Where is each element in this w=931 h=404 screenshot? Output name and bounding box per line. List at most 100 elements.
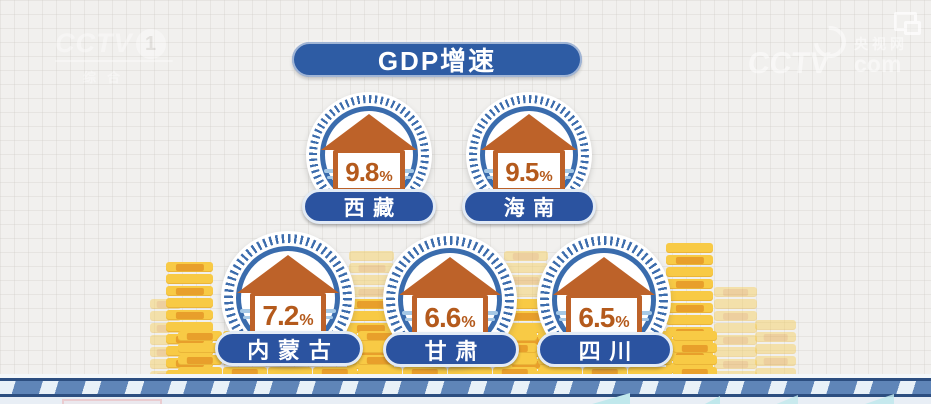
coin xyxy=(166,322,213,332)
coin xyxy=(166,298,213,308)
teal-arrow-icon xyxy=(690,396,720,404)
coin xyxy=(666,255,713,265)
badge-face: 9.8 % xyxy=(320,106,418,204)
water-icon xyxy=(405,318,417,321)
province-label: 西藏 xyxy=(302,189,436,224)
coin xyxy=(358,367,402,377)
coin xyxy=(583,367,627,377)
teal-arrow-icon xyxy=(575,393,630,404)
value-panel: 7.2 % xyxy=(255,296,321,333)
coin xyxy=(504,275,548,285)
coin xyxy=(666,243,713,253)
coin xyxy=(349,263,394,273)
coin-stack xyxy=(358,331,402,377)
water-icon xyxy=(484,169,501,173)
coin xyxy=(166,286,213,296)
growth-value: 6.5 xyxy=(578,302,615,333)
window-rect-icon xyxy=(904,21,921,35)
province-label: 内蒙古 xyxy=(215,331,363,366)
percent-sign: % xyxy=(539,168,553,185)
coin xyxy=(714,359,757,369)
overlap-windows-icon xyxy=(894,12,921,35)
coin-stack xyxy=(755,320,796,377)
water-icon xyxy=(402,311,419,315)
coin xyxy=(673,343,717,353)
water-icon xyxy=(399,176,411,179)
coin xyxy=(150,299,181,309)
house-icon: 7.2 % xyxy=(237,255,339,341)
coin xyxy=(714,299,757,309)
coin xyxy=(347,323,394,333)
water-icon xyxy=(324,169,341,173)
channel-subtitle: 综合 xyxy=(83,70,132,85)
coin xyxy=(755,320,796,330)
badge-face: 9.5 % xyxy=(480,106,578,204)
coin xyxy=(673,355,717,365)
growth-value: 9.8 xyxy=(345,157,379,187)
striped-band xyxy=(0,378,931,397)
coin xyxy=(504,251,548,261)
water-icon xyxy=(635,311,652,315)
coin xyxy=(714,311,757,321)
coin xyxy=(666,315,713,325)
coin xyxy=(493,331,537,341)
coin xyxy=(166,274,213,284)
value-panel: 9.5 % xyxy=(498,153,560,188)
coin xyxy=(755,344,796,354)
coin xyxy=(150,347,181,357)
coin xyxy=(755,332,796,342)
province-label: 甘肃 xyxy=(383,332,519,367)
cctv1-logo-row: CCTV 1 xyxy=(55,28,173,59)
water-icon xyxy=(559,318,571,321)
coin xyxy=(166,262,213,272)
coin-stack xyxy=(178,331,222,377)
coin xyxy=(358,331,402,341)
coin xyxy=(503,323,549,333)
coin xyxy=(358,343,402,353)
house-roof-icon xyxy=(399,257,501,295)
coin xyxy=(673,331,717,341)
cctv1-logo-text: CCTV xyxy=(55,28,133,58)
water-icon xyxy=(240,309,257,313)
coin xyxy=(504,287,548,297)
coin xyxy=(268,367,312,377)
site-domain: com xyxy=(854,51,902,77)
coin xyxy=(178,367,222,377)
coin xyxy=(349,275,394,285)
footer-strip xyxy=(0,397,931,404)
coin xyxy=(755,368,796,377)
coin xyxy=(347,311,394,321)
coin xyxy=(448,367,492,377)
channel-number-icon: 1 xyxy=(135,28,166,59)
coin xyxy=(666,267,713,277)
coin-stack xyxy=(714,287,757,377)
coin xyxy=(178,331,222,341)
water-icon xyxy=(559,176,571,179)
house-body: 9.8 % xyxy=(333,150,405,196)
house-roof-icon xyxy=(553,257,655,295)
coin xyxy=(358,355,402,365)
pink-outline-shape xyxy=(62,399,162,404)
water-icon xyxy=(483,318,495,321)
coin xyxy=(714,287,757,297)
coin xyxy=(503,299,549,309)
coin xyxy=(313,367,357,377)
growth-value: 7.2 xyxy=(262,300,299,331)
coin xyxy=(403,367,447,377)
logo-underline xyxy=(55,60,173,62)
percent-sign: % xyxy=(379,168,393,185)
coin xyxy=(347,299,394,309)
coin xyxy=(503,311,549,321)
cctv-com-logo: CCTV 央视网 com xyxy=(746,19,923,83)
house-roof-icon xyxy=(321,114,417,150)
coin xyxy=(714,347,757,357)
percent-sign: % xyxy=(299,312,314,329)
page-title: GDP增速 xyxy=(292,42,582,77)
coin xyxy=(666,291,713,301)
value-panel: 6.6 % xyxy=(417,298,483,335)
house-roof-icon xyxy=(237,255,339,293)
house-icon: 9.5 % xyxy=(481,114,577,196)
water-icon xyxy=(243,316,255,319)
house-icon: 6.5 % xyxy=(553,257,655,343)
cctv-com-brand: CCTV xyxy=(746,47,832,80)
